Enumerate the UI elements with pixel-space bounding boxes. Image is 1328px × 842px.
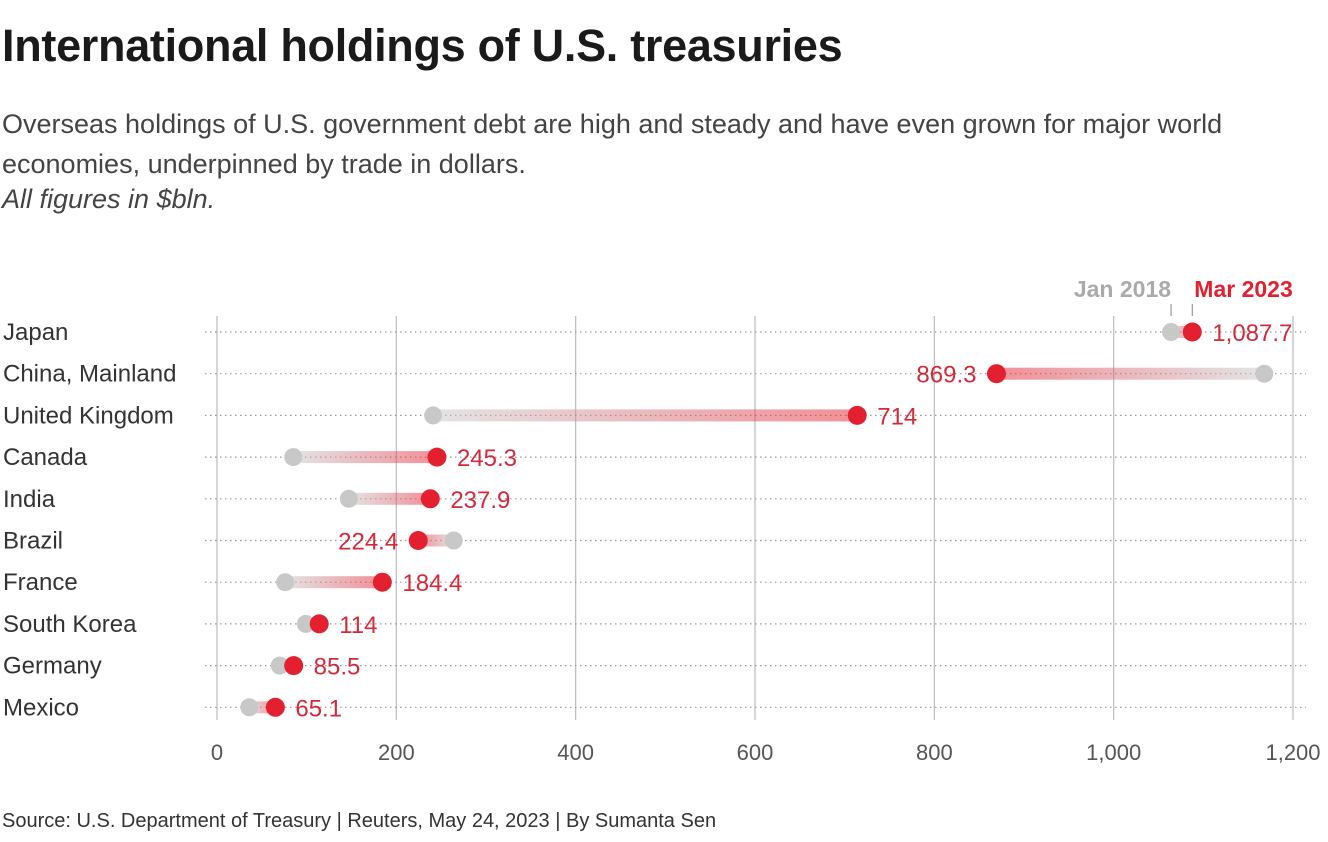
mar-2023-dot [408,531,428,550]
mar-2023-dot [847,405,867,425]
dumbbell-bar [996,367,1265,380]
jan-2018-dot [240,698,259,717]
chart-subtitle: Overseas holdings of U.S. government deb… [2,109,1223,179]
dumbbell-bar [285,576,383,589]
value-label: 714 [877,403,917,430]
dumbbell-bar [348,492,431,505]
mar-2023-dot [372,572,392,592]
mar-2023-dot [265,697,285,717]
x-tick-label: 0 [211,740,223,765]
value-label: 65.1 [295,695,342,722]
category-label: France [3,569,78,596]
source-note: Source: U.S. Department of Treasury | Re… [2,810,717,832]
category-label: Germany [3,653,102,680]
dumbbell-bar [433,409,858,422]
value-label: 114 [339,612,377,639]
mar-2023-dot [986,364,1006,384]
category-label: Brazil [3,528,63,555]
x-tick-label: 400 [557,740,594,765]
dumbbell-bar [293,451,437,464]
mar-2023-dot [420,489,440,509]
jan-2018-dot [339,489,358,508]
category-label: United Kingdom [3,402,174,429]
value-label: 184.4 [402,570,462,597]
mar-2023-dot [309,614,329,634]
value-label: 224.4 [338,529,398,556]
jan-2018-dot [1162,323,1181,341]
units-note: All figures in $bln. [2,184,216,214]
x-tick-label: 200 [378,740,415,765]
jan-2018-dot [284,448,303,467]
legend-mar-2023: Mar 2023 [1194,276,1292,302]
category-label: India [3,486,56,513]
x-tick-label: 800 [916,740,953,765]
value-label: 1,087.7 [1212,320,1292,347]
jan-2018-dot [1255,364,1274,383]
value-label: 237.9 [450,487,510,514]
category-label: South Korea [3,611,137,638]
category-label: Canada [3,444,88,471]
x-tick-label: 1,200 [1265,740,1320,765]
category-label: Mexico [3,694,79,721]
jan-2018-dot [296,614,315,633]
mar-2023-dot [284,656,304,676]
jan-2018-dot [444,531,463,550]
chart-title: International holdings of U.S. treasurie… [2,20,843,71]
jan-2018-dot [276,573,295,592]
value-label: 245.3 [457,445,517,472]
category-label: Japan [3,319,68,346]
legend-jan-2018: Jan 2018 [1074,276,1171,302]
mar-2023-dot [427,447,447,467]
jan-2018-dot [270,656,289,675]
mar-2023-dot [1182,322,1202,342]
value-label: 869.3 [916,362,976,389]
jan-2018-dot [424,406,443,425]
value-label: 85.5 [314,654,361,681]
x-tick-label: 1,000 [1086,740,1141,765]
x-tick-label: 600 [737,740,774,765]
category-label: China, Mainland [3,361,176,388]
